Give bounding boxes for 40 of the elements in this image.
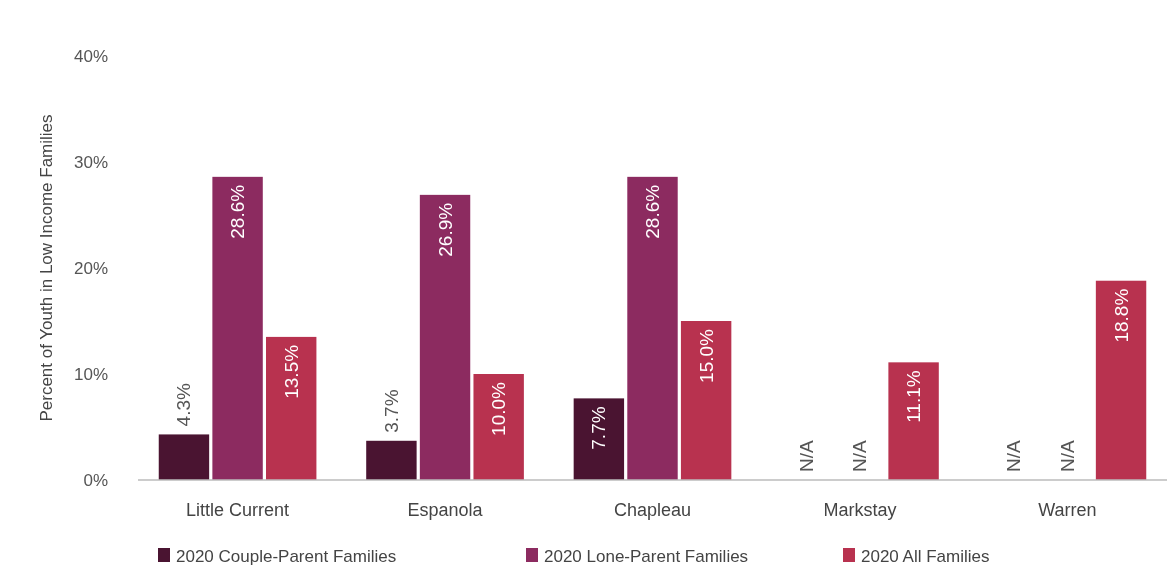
bar [366, 440, 417, 480]
bar [680, 321, 732, 480]
bar [212, 176, 263, 480]
x-tick-label: Markstay [823, 500, 897, 520]
data-label: 18.8% [1110, 288, 1132, 343]
y-axis-title: Percent of Youth in Low Income Families [37, 114, 56, 422]
bar [266, 336, 317, 480]
data-label: 15.0% [695, 328, 717, 383]
bar [158, 434, 210, 480]
y-tick-label: 40% [73, 46, 108, 66]
legend-label: 2020 Couple-Parent Families [176, 546, 397, 566]
bar [473, 374, 524, 480]
y-tick-label: 30% [73, 152, 108, 172]
x-tick-label: Little Current [186, 500, 290, 520]
x-tick-label: Chapleau [613, 500, 692, 520]
data-label: 7.7% [588, 406, 610, 450]
data-label: 11.1% [903, 370, 925, 423]
bar [888, 362, 939, 480]
text: N/A [1003, 440, 1025, 472]
y-tick-label: 20% [73, 258, 108, 278]
data-label: 26.9% [434, 202, 456, 257]
x-tick-label: Warren [1038, 500, 1097, 520]
bar [419, 194, 471, 480]
data-label: 4.3% [173, 383, 195, 427]
legend-label: 2020 All Families [861, 546, 990, 566]
text: N/A [1056, 440, 1078, 472]
text: N/A [849, 440, 871, 472]
bar [1095, 280, 1147, 480]
bar [573, 398, 625, 480]
y-tick-label: 0% [83, 470, 108, 490]
data-label: 3.7% [380, 389, 402, 433]
text: N/A [795, 440, 817, 472]
data-label: 10.0% [488, 381, 510, 436]
data-label: 28.6% [227, 184, 249, 239]
y-tick-label: 10% [73, 364, 108, 384]
legend-label: 2020 Lone-Parent Families [544, 546, 749, 566]
data-label: 13.5% [280, 344, 302, 399]
x-tick-label: Espanola [407, 500, 484, 520]
data-label: 28.6% [642, 184, 663, 239]
bar [627, 176, 678, 480]
